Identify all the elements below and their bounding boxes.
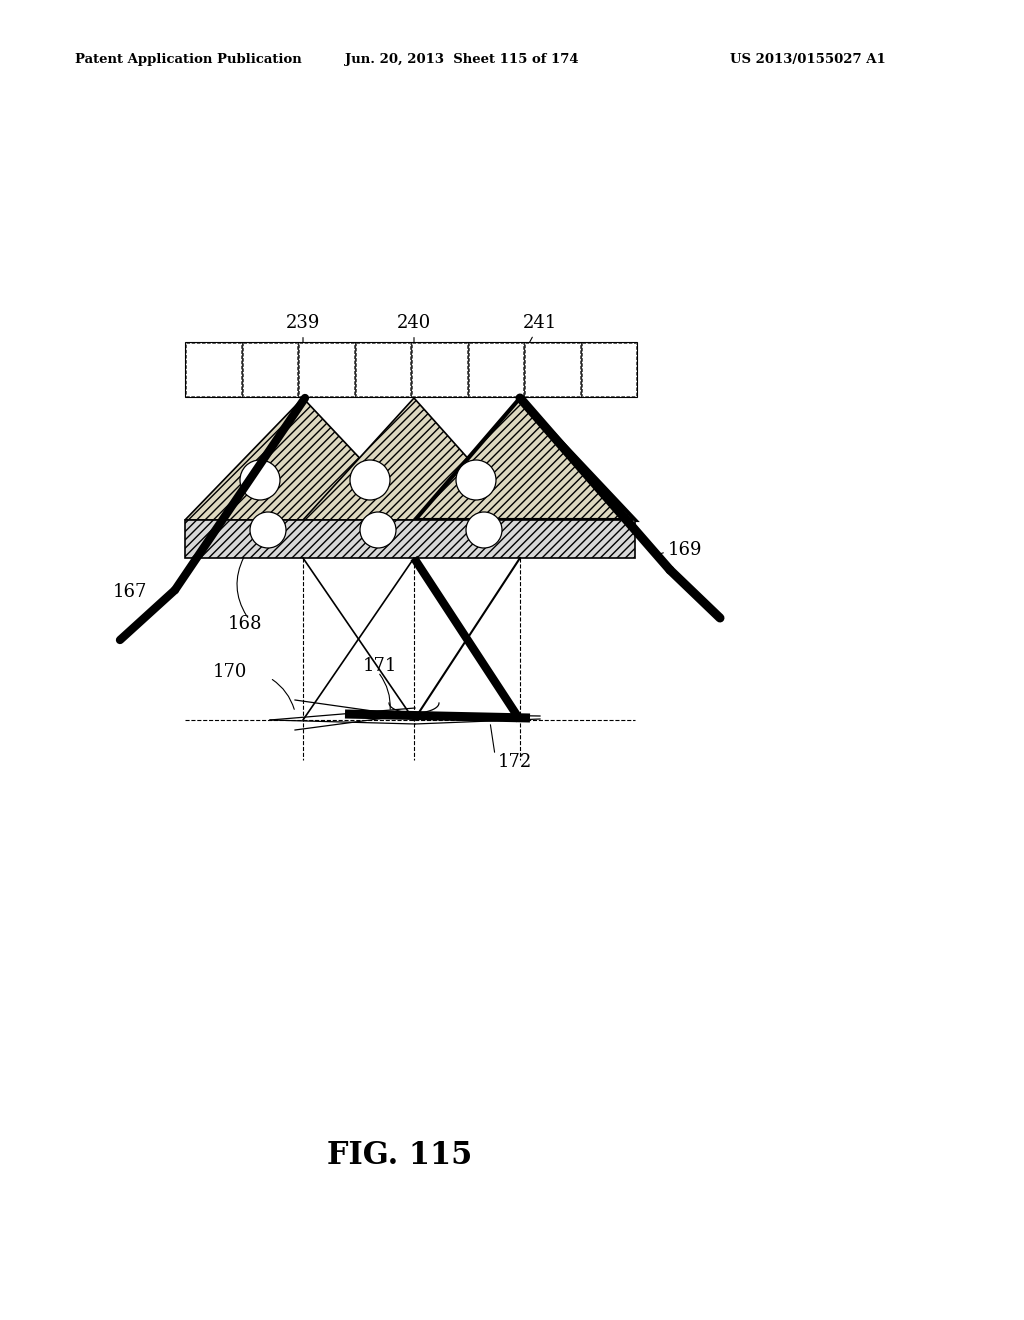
Polygon shape xyxy=(185,399,418,520)
Text: 240: 240 xyxy=(397,314,431,358)
Bar xyxy=(185,342,637,397)
Bar xyxy=(243,343,297,396)
Circle shape xyxy=(250,512,286,548)
Bar xyxy=(412,343,467,396)
Text: FIG. 115: FIG. 115 xyxy=(328,1139,473,1171)
Bar xyxy=(582,343,636,396)
Circle shape xyxy=(360,512,396,548)
Text: 170: 170 xyxy=(213,663,247,681)
Bar xyxy=(185,520,635,558)
Circle shape xyxy=(240,459,280,500)
Text: Patent Application Publication: Patent Application Publication xyxy=(75,53,302,66)
Text: US 2013/0155027 A1: US 2013/0155027 A1 xyxy=(730,53,886,66)
Polygon shape xyxy=(415,399,635,520)
Text: 167: 167 xyxy=(113,583,147,601)
Bar xyxy=(469,343,523,396)
Bar xyxy=(525,343,580,396)
Text: 239: 239 xyxy=(286,314,321,358)
Text: 171: 171 xyxy=(362,657,397,675)
Text: 241: 241 xyxy=(521,314,557,358)
Text: 172: 172 xyxy=(498,752,532,771)
Circle shape xyxy=(456,459,496,500)
Bar xyxy=(186,343,241,396)
Text: Jun. 20, 2013  Sheet 115 of 174: Jun. 20, 2013 Sheet 115 of 174 xyxy=(345,53,579,66)
Bar xyxy=(355,343,410,396)
Circle shape xyxy=(350,459,390,500)
Text: 169: 169 xyxy=(668,541,702,558)
Polygon shape xyxy=(303,399,523,520)
Circle shape xyxy=(466,512,502,548)
Text: 168: 168 xyxy=(228,615,262,634)
Bar xyxy=(299,343,353,396)
